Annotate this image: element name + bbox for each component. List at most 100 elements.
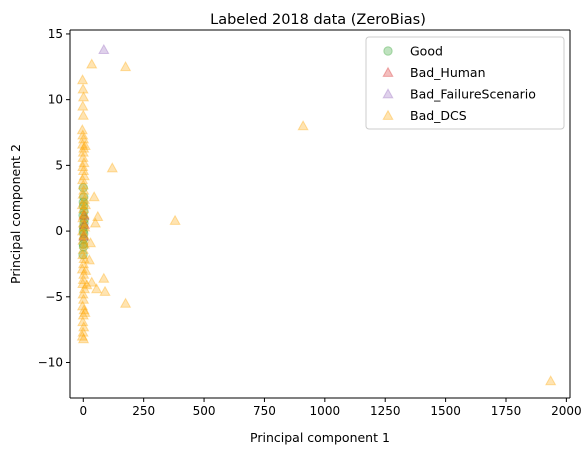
data-point: [79, 139, 91, 150]
data-point: [98, 43, 110, 55]
data-point: [79, 221, 91, 232]
data-point: [78, 229, 90, 240]
data-point: [77, 248, 89, 260]
data-point: [78, 242, 89, 252]
legend-box: [365, 36, 565, 130]
data-point: [78, 183, 88, 193]
legend-item: Bad_DCS: [382, 108, 467, 123]
data-point: [79, 192, 89, 202]
data-point: [77, 179, 89, 190]
data-point: [77, 234, 89, 245]
data-point: [77, 243, 89, 254]
data-point: [78, 283, 91, 294]
data-point: [79, 234, 89, 244]
series-bad-dcs: [76, 58, 557, 386]
data-point: [78, 184, 90, 195]
legend-label: Bad_Human: [410, 65, 486, 80]
data-point: [77, 151, 89, 162]
x-tick-label: 1250: [370, 404, 401, 418]
data-point: [77, 91, 90, 102]
legend-label: Bad_FailureScenario: [410, 87, 536, 102]
data-point: [77, 129, 89, 140]
legend-item: Good: [383, 44, 443, 59]
data-point: [545, 375, 557, 386]
data-point: [106, 162, 118, 173]
data-point: [98, 272, 110, 283]
data-point: [76, 225, 89, 236]
data-point: [77, 164, 90, 175]
x-tick-label: 1500: [430, 404, 461, 418]
chart-title: Labeled 2018 data (ZeroBias): [210, 12, 426, 28]
data-point: [78, 209, 90, 220]
legend-marker: [382, 109, 394, 120]
data-point: [78, 197, 88, 207]
plot-frame: [69, 29, 571, 399]
data-point: [77, 217, 89, 228]
data-point: [297, 120, 309, 131]
data-point: [77, 133, 90, 144]
data-point: [76, 300, 89, 311]
x-tick-label: 2000: [551, 404, 582, 418]
x-axis-label: Principal component 1: [250, 430, 390, 445]
data-point: [79, 229, 89, 239]
x-tick-label: 1750: [491, 404, 522, 418]
legend-item: Bad_Human: [382, 65, 486, 80]
data-point: [77, 258, 90, 269]
data-point: [119, 60, 132, 72]
series-good: [78, 183, 89, 260]
data-point: [78, 142, 90, 153]
data-point: [77, 109, 89, 120]
data-point: [79, 214, 89, 224]
data-points: [76, 43, 557, 386]
data-point: [77, 100, 89, 111]
legend-marker: [382, 88, 394, 99]
data-point: [77, 315, 89, 327]
y-tick-label: 10: [48, 93, 63, 107]
data-point: [99, 285, 111, 296]
data-point: [76, 173, 89, 185]
data-point: [77, 288, 89, 299]
data-point: [76, 138, 89, 149]
data-point: [76, 330, 88, 341]
data-point: [79, 218, 89, 228]
data-point: [119, 297, 132, 308]
legend-label: Good: [410, 44, 443, 59]
y-tick-label: 5: [55, 158, 63, 172]
x-tick-label: 500: [193, 404, 216, 418]
x-axis-ticks: 0 250 500 750 1000 1250 1500 1750 2000: [79, 398, 582, 418]
data-point: [90, 283, 103, 294]
y-tick-label: 15: [48, 27, 63, 41]
series-bad-failurescenario: [98, 43, 110, 55]
data-point: [76, 263, 88, 274]
data-point: [79, 198, 92, 210]
data-point: [77, 333, 90, 344]
data-point: [84, 237, 97, 248]
data-point: [83, 254, 95, 265]
x-tick-label: 750: [253, 404, 276, 418]
data-point: [78, 218, 91, 229]
data-point: [79, 306, 91, 317]
x-tick-label: 0: [79, 404, 87, 418]
data-point: [77, 83, 89, 94]
data-point: [86, 276, 98, 287]
data-point: [78, 201, 89, 211]
legend-label: Bad_DCS: [410, 108, 467, 123]
data-point: [76, 74, 89, 85]
data-point: [78, 170, 90, 181]
data-point: [78, 304, 90, 315]
data-point: [169, 214, 181, 225]
y-tick-label: −5: [45, 290, 63, 304]
data-point: [78, 252, 90, 264]
data-point: [77, 188, 89, 199]
data-point: [81, 279, 93, 290]
data-point: [89, 217, 102, 228]
data-point: [78, 238, 90, 249]
data-point: [77, 277, 89, 288]
data-point: [78, 239, 88, 249]
series-bad-human: [78, 209, 91, 241]
y-tick-label: −10: [38, 356, 63, 370]
data-point: [78, 156, 90, 168]
data-point: [76, 198, 88, 210]
data-point: [77, 293, 90, 304]
